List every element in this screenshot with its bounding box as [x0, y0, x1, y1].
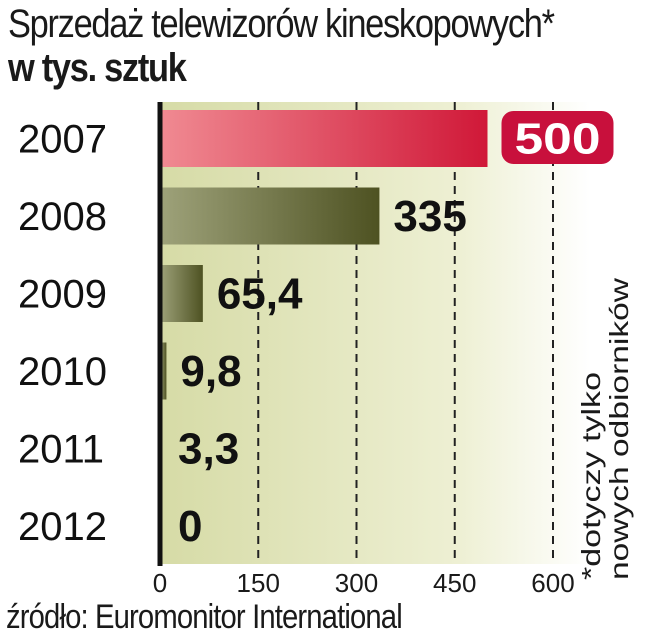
- gridlines: [257, 102, 554, 564]
- bar: [160, 342, 167, 400]
- chart-subtitle: w tys. sztuk: [8, 46, 187, 90]
- category-label: 2007: [18, 118, 107, 162]
- bar: [160, 265, 203, 322]
- bars: [160, 110, 488, 477]
- chart-title: Sprzedaż telewizorów kineskopowych*: [8, 2, 555, 46]
- source-note: źródło: Euromonitor International: [6, 598, 403, 636]
- x-tick-label: 0: [153, 568, 167, 598]
- value-label: 65,4: [217, 270, 303, 319]
- category-label: 2012: [18, 505, 107, 549]
- bar: [160, 187, 380, 245]
- x-tick-labels: 0 150 300 450 600: [153, 568, 575, 598]
- value-label-badge: [501, 111, 614, 164]
- footnote-line-1: *dotyczy tylko: [576, 372, 606, 580]
- bar-highlight: [160, 110, 488, 167]
- value-label: 9,8: [180, 347, 241, 396]
- plot-background: [160, 102, 590, 564]
- category-labels: 2007 2008 2009 2010 2011 2012: [18, 118, 107, 550]
- value-label: 335: [393, 192, 466, 241]
- value-label: 500: [515, 115, 601, 164]
- category-label: 2009: [18, 273, 107, 317]
- footnote: *dotyczy tylko nowych odbiorników: [576, 278, 634, 580]
- x-tick-label: 150: [237, 568, 280, 598]
- value-label: 0: [178, 502, 202, 551]
- category-label: 2010: [18, 350, 107, 394]
- value-label: 3,3: [178, 425, 239, 474]
- x-tick-label: 600: [531, 568, 574, 598]
- footnote-line-2: nowych odbiorników: [604, 278, 634, 580]
- x-tick-label: 300: [335, 568, 378, 598]
- value-labels: 500 335 65,4 9,8 3,3 0: [178, 111, 614, 551]
- category-label: 2008: [18, 195, 107, 239]
- category-label: 2011: [18, 428, 104, 472]
- x-tick-label: 450: [433, 568, 476, 598]
